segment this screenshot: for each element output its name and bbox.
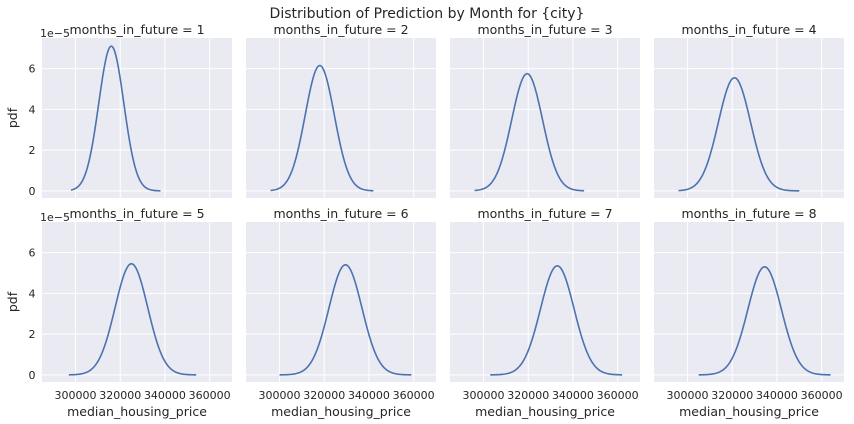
panel-background <box>450 222 640 382</box>
panel-title: months_in_future = 1 <box>69 22 204 37</box>
panel-2: months_in_future = 2 <box>246 22 436 198</box>
x-tick-label: 340000 <box>348 389 390 402</box>
x-axis-label: median_housing_price <box>679 404 819 419</box>
density-line <box>474 72 585 192</box>
x-tick-label: 320000 <box>711 389 753 402</box>
x-tick-label: 360000 <box>597 389 639 402</box>
y-tick-label: 0 <box>29 185 36 198</box>
panel-background <box>450 38 640 198</box>
y-tick-label: 4 <box>29 287 36 300</box>
chart-title: Distribution of Prediction by Month for … <box>270 6 585 22</box>
panel-title: months_in_future = 4 <box>681 22 816 37</box>
panel-5: months_in_future = 5 0 2 4 6 1e−5 pdf 300000 320… <box>5 206 232 419</box>
density-line <box>490 265 623 376</box>
x-tick-label: 360000 <box>801 389 843 402</box>
panel-title: months_in_future = 7 <box>477 206 612 221</box>
y-tick-label: 2 <box>29 328 36 341</box>
density-line <box>68 262 197 376</box>
panel-3: months_in_future = 3 <box>450 22 640 198</box>
density-line <box>70 45 161 192</box>
density-line <box>279 263 412 376</box>
panel-title: months_in_future = 2 <box>273 22 408 37</box>
density-line <box>678 76 800 192</box>
x-tick-label: 320000 <box>99 389 141 402</box>
panel-7: months_in_future = 7 300000 320000 340000 36… <box>450 206 640 419</box>
panel-8: months_in_future = 8 300000 320000 340000 36… <box>654 206 844 419</box>
y-tick-label: 4 <box>29 103 36 116</box>
x-tick-label: 300000 <box>259 389 301 402</box>
y-tick-label: 6 <box>29 63 36 76</box>
x-axis-label: median_housing_price <box>475 404 615 419</box>
y-tick-label: 2 <box>29 144 36 157</box>
x-tick-label: 300000 <box>463 389 505 402</box>
panel-background <box>246 38 436 198</box>
panels-group: months_in_future = 102461e−5pdfmonths_in… <box>5 22 844 419</box>
density-line <box>270 64 374 192</box>
y-tick-label: 6 <box>29 247 36 260</box>
y-axis-label: pdf <box>5 107 20 128</box>
x-tick-label: 340000 <box>144 389 186 402</box>
x-tick-label: 340000 <box>552 389 594 402</box>
panel-6: months_in_future = 6 300000 320000 340000 36… <box>246 206 436 419</box>
y-axis-label: pdf <box>5 291 20 312</box>
panel-background <box>246 222 436 382</box>
panel-1: months_in_future = 1 0 2 4 6 1e−5 pdf <box>5 22 232 198</box>
panel-background <box>42 222 232 382</box>
x-axis-label: median_housing_price <box>67 404 207 419</box>
x-axis-label: median_housing_price <box>271 404 411 419</box>
panel-title: months_in_future = 8 <box>681 206 816 221</box>
panel-4: months_in_future = 4 <box>654 22 844 198</box>
y-offset-label: 1e−5 <box>40 27 70 40</box>
y-tick-label: 0 <box>29 369 36 382</box>
x-tick-label: 300000 <box>667 389 709 402</box>
y-offset-label: 1e−5 <box>40 211 70 224</box>
x-tick-label: 320000 <box>303 389 345 402</box>
x-tick-label: 300000 <box>55 389 97 402</box>
density-line <box>698 266 831 376</box>
x-tick-label: 320000 <box>507 389 549 402</box>
panel-title: months_in_future = 5 <box>69 206 204 221</box>
x-tick-label: 360000 <box>393 389 435 402</box>
x-tick-label: 340000 <box>756 389 798 402</box>
panel-title: months_in_future = 6 <box>273 206 408 221</box>
x-tick-label: 360000 <box>189 389 231 402</box>
panel-title: months_in_future = 3 <box>477 22 612 37</box>
